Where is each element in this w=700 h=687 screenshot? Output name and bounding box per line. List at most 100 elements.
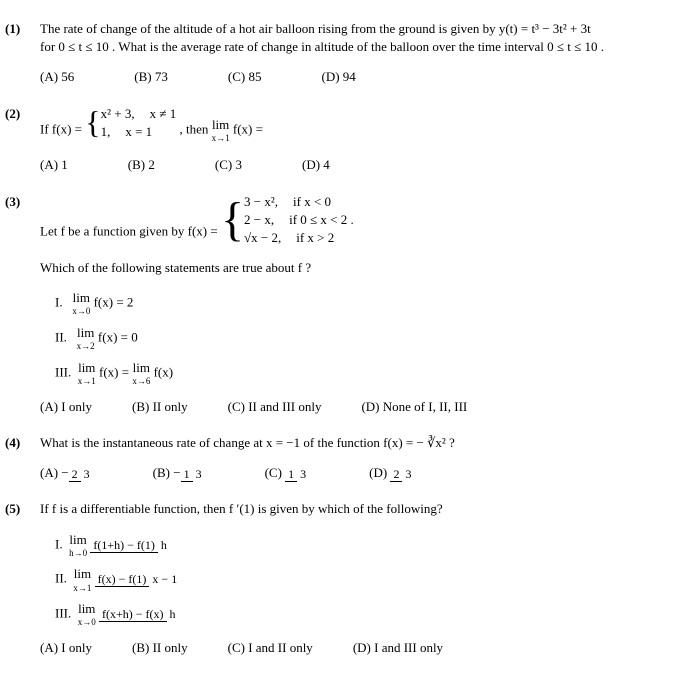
- piecewise-body: x² + 3, x ≠ 1 1, x = 1: [101, 105, 177, 141]
- piece-cond: x ≠ 1: [150, 105, 177, 123]
- piece: 2 − x,: [244, 211, 274, 229]
- denominator: x − 1: [149, 572, 180, 586]
- expr: f(x) = 2: [94, 295, 134, 310]
- choice-d: (D) 23: [369, 464, 414, 482]
- statement-2: II. lim x→1 f(x) − f(1)x − 1: [55, 565, 660, 594]
- question-4: (4) What is the instantaneous rate of ch…: [40, 434, 660, 483]
- denominator: h: [167, 607, 179, 621]
- question-number: (5): [5, 500, 20, 518]
- text-line: The rate of change of the altitude of a …: [40, 21, 591, 36]
- expr: f(x) =: [99, 364, 129, 379]
- answer-choices: (A) −23 (B) −13 (C) 13 (D) 23: [40, 464, 660, 482]
- limit-expr: lim x→1: [212, 116, 230, 145]
- answer-choices: (A) I only (B) II only (C) I and II only…: [40, 639, 660, 657]
- question-text: Let f be a function given by f(x) = { 3 …: [40, 193, 660, 248]
- expr: f(x): [154, 364, 174, 379]
- piece-cond: if x < 0: [293, 193, 331, 211]
- fx-text: f(x) =: [233, 121, 263, 136]
- question-number: (3): [5, 193, 20, 211]
- choice-b: (B) II only: [132, 639, 188, 657]
- expr: f(x) = 0: [98, 329, 138, 344]
- lim-text: lim: [78, 360, 95, 375]
- numerator: 2: [390, 467, 402, 482]
- question-number: (1): [5, 20, 20, 38]
- lim-text: lim: [78, 601, 95, 616]
- fraction: f(x+h) − f(x)h: [99, 606, 179, 623]
- choice-c: (C) II and III only: [228, 398, 322, 416]
- question-5: (5) If f is a differentiable function, t…: [40, 500, 660, 657]
- label: (C): [265, 465, 286, 480]
- denominator: 3: [193, 467, 205, 481]
- choice-c: (C) 13: [265, 464, 310, 482]
- lim-text: lim: [74, 566, 91, 581]
- question-3: (3) Let f be a function given by f(x) = …: [40, 193, 660, 416]
- limit-expr: lim x→6: [132, 359, 150, 388]
- piecewise-brace: { x² + 3,x ≠ 1 1,x = 1: [85, 105, 176, 141]
- numerator: 1: [285, 467, 297, 482]
- lim-sub: x→2: [77, 340, 95, 353]
- numerator: f(1+h) − f(1): [90, 538, 158, 553]
- answer-choices: (A) 56 (B) 73 (C) 85 (D) 94: [40, 68, 660, 86]
- choice-d: (D) 94: [321, 68, 355, 86]
- lim-sub: x→6: [132, 375, 150, 388]
- choice-d: (D) None of I, II, III: [361, 398, 467, 416]
- numerator: 2: [69, 467, 81, 482]
- lim-text: lim: [212, 117, 229, 132]
- limit-expr: lim x→1: [73, 565, 91, 594]
- piece-cond: if 0 ≤ x < 2 .: [289, 211, 354, 229]
- lim-sub: h→0: [69, 547, 87, 560]
- question-which: Which of the following statements are tr…: [40, 259, 660, 277]
- statement-1: I. lim x→0 f(x) = 2: [55, 289, 660, 318]
- statement-2: II. lim x→2 f(x) = 0: [55, 324, 660, 353]
- denominator: 3: [297, 467, 309, 481]
- choice-b: (B) 2: [128, 156, 155, 174]
- lim-sub: x→1: [212, 132, 230, 145]
- denominator: 3: [402, 467, 414, 481]
- text-then: , then: [179, 121, 208, 136]
- question-text: What is the instantaneous rate of change…: [40, 434, 660, 452]
- piecewise-brace: { 3 − x²,if x < 0 2 − x,if 0 ≤ x < 2 . √…: [221, 193, 354, 248]
- lim-text: lim: [133, 360, 150, 375]
- lim-sub: x→0: [78, 616, 96, 629]
- lim-text: lim: [77, 325, 94, 340]
- label: (D): [369, 465, 390, 480]
- fraction: 13: [181, 466, 205, 483]
- choice-a: (A) 1: [40, 156, 68, 174]
- question-number: (4): [5, 434, 20, 452]
- fraction: 13: [285, 466, 309, 483]
- piece: x² + 3,: [101, 105, 135, 123]
- roman: II.: [55, 571, 67, 586]
- limit-expr: lim x→1: [78, 359, 96, 388]
- choice-a: (A) I only: [40, 639, 92, 657]
- statement-1: I. lim h→0 f(1+h) − f(1)h: [55, 531, 660, 560]
- choice-c: (C) I and II only: [228, 639, 313, 657]
- limit-expr: lim x→0: [72, 289, 90, 318]
- question-1: (1) The rate of change of the altitude o…: [40, 20, 660, 87]
- limit-expr: lim h→0: [69, 531, 87, 560]
- limit-expr: lim x→2: [77, 324, 95, 353]
- choice-a: (A) −23: [40, 464, 93, 482]
- roman: III.: [55, 364, 71, 379]
- text-line: for 0 ≤ t ≤ 10 . What is the average rat…: [40, 39, 604, 54]
- piece: √x − 2,: [244, 229, 281, 247]
- choice-d: (D) I and III only: [353, 639, 443, 657]
- roman: II.: [55, 329, 67, 344]
- fraction: 23: [69, 466, 93, 483]
- question-number: (2): [5, 105, 20, 123]
- fraction: 23: [390, 466, 414, 483]
- piecewise-body: 3 − x²,if x < 0 2 − x,if 0 ≤ x < 2 . √x …: [244, 193, 354, 248]
- label: (A) −: [40, 465, 69, 480]
- denominator: 3: [81, 467, 93, 481]
- question-text: If f(x) = { x² + 3,x ≠ 1 1,x = 1 , then …: [40, 105, 660, 145]
- choice-b: (B) −13: [153, 464, 205, 482]
- choice-a: (A) 56: [40, 68, 74, 86]
- piece: 1,: [101, 123, 111, 141]
- choice-c: (C) 85: [228, 68, 262, 86]
- left-brace-icon: {: [221, 204, 244, 235]
- piece-cond: x = 1: [125, 123, 152, 141]
- question-2: (2) If f(x) = { x² + 3,x ≠ 1 1,x = 1 , t…: [40, 105, 660, 175]
- choice-b: (B) II only: [132, 398, 188, 416]
- roman: III.: [55, 606, 71, 621]
- fraction: f(1+h) − f(1)h: [90, 537, 170, 554]
- numerator: f(x) − f(1): [95, 572, 150, 587]
